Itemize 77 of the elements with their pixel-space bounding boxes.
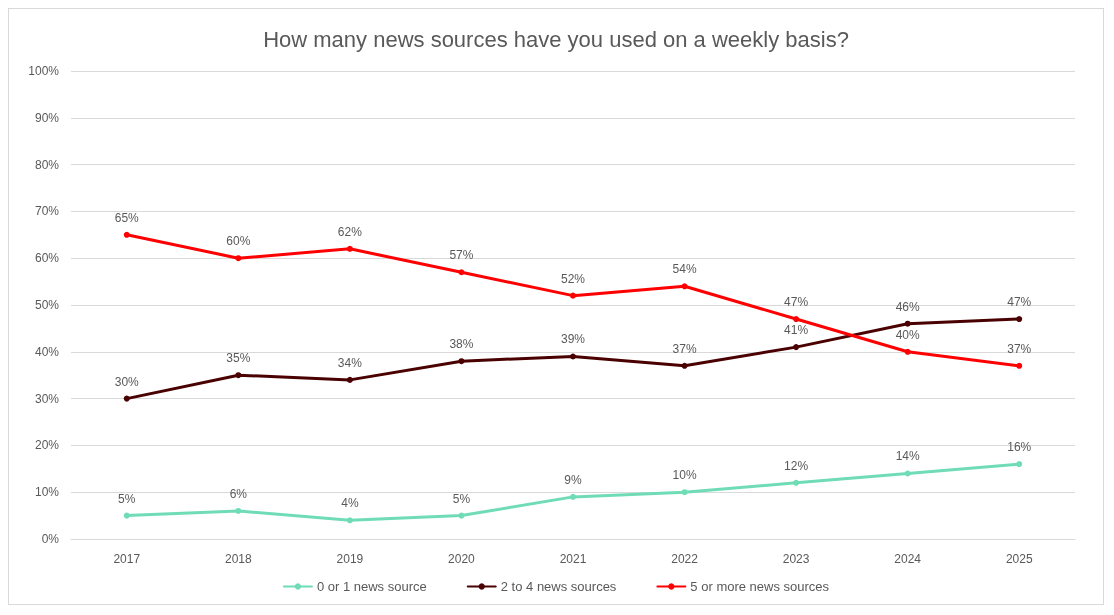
data-label: 5% <box>452 491 471 506</box>
point <box>346 245 353 252</box>
data-label: 16% <box>1007 440 1032 455</box>
data-label: 47% <box>1007 295 1032 310</box>
data-label: 40% <box>895 327 920 342</box>
x-tick-label: 2018 <box>224 552 252 566</box>
data-label: 57% <box>449 248 474 263</box>
point <box>793 316 800 323</box>
point <box>1016 316 1023 323</box>
point <box>123 395 130 402</box>
point <box>570 493 576 500</box>
point <box>681 489 688 496</box>
point <box>570 353 576 360</box>
point <box>235 507 242 514</box>
data-label: 54% <box>672 262 697 277</box>
legend-label: 5 or more news sources <box>690 579 830 594</box>
point <box>346 376 353 383</box>
y-tick-label: 0% <box>41 532 60 546</box>
y-tick-label: 80% <box>34 157 60 172</box>
x-tick-label: 2021 <box>559 552 587 566</box>
y-tick-label: 90% <box>34 110 60 125</box>
data-label: 30% <box>114 374 140 389</box>
point <box>1016 461 1023 468</box>
x-tick-label: 2023 <box>782 552 810 566</box>
data-label: 10% <box>672 468 697 483</box>
data-label: 52% <box>560 271 586 286</box>
data-label: 6% <box>229 486 248 501</box>
x-tick-label: 2019 <box>336 552 364 566</box>
data-label: 37% <box>672 341 697 356</box>
legend-label: 0 or 1 news source <box>316 579 427 594</box>
data-label: 39% <box>560 332 586 347</box>
x-tick-label: 2024 <box>894 552 922 566</box>
data-label: 35% <box>226 351 251 366</box>
data-label: 41% <box>784 323 809 338</box>
data-label: 47% <box>784 295 809 310</box>
data-label: 62% <box>337 224 363 239</box>
data-label: 5% <box>118 491 136 506</box>
point <box>458 358 465 365</box>
data-label: 38% <box>449 337 474 352</box>
y-tick-label: 40% <box>34 344 60 359</box>
y-tick-label: 30% <box>34 391 60 406</box>
y-tick-label: 20% <box>34 438 60 453</box>
point <box>904 320 911 327</box>
point <box>346 517 353 524</box>
data-label: 9% <box>564 472 582 487</box>
x-tick-label: 2020 <box>448 552 476 566</box>
y-tick-label: 10% <box>34 485 60 500</box>
y-tick-label: 60% <box>34 251 60 266</box>
data-label: 37% <box>1007 341 1032 356</box>
data-label: 4% <box>341 496 359 511</box>
y-tick-label: 100% <box>28 64 60 78</box>
point <box>458 512 465 519</box>
x-tick-label: 2025 <box>1005 552 1033 566</box>
point <box>123 512 130 519</box>
point <box>458 269 465 276</box>
point <box>235 255 242 262</box>
point <box>904 348 911 355</box>
point <box>681 283 688 290</box>
point <box>793 479 800 486</box>
y-tick-label: 50% <box>34 298 60 312</box>
y-tick-label: 70% <box>34 204 60 219</box>
point <box>1016 362 1023 369</box>
point <box>123 231 130 238</box>
legend-label: 2 to 4 news sources <box>500 579 617 594</box>
data-label: 14% <box>895 449 920 464</box>
x-tick-label: 2022 <box>671 552 699 566</box>
point <box>793 344 800 351</box>
data-label: 34% <box>337 355 363 370</box>
x-tick-label: 2017 <box>113 552 141 566</box>
point <box>570 292 576 299</box>
chart-title: How many news sources have you used on a weekly basis? <box>263 26 849 52</box>
point <box>235 372 242 379</box>
data-label: 46% <box>895 299 920 314</box>
data-label: 65% <box>114 210 140 225</box>
data-label: 60% <box>226 234 251 249</box>
data-label: 12% <box>784 458 809 473</box>
point <box>681 362 688 369</box>
